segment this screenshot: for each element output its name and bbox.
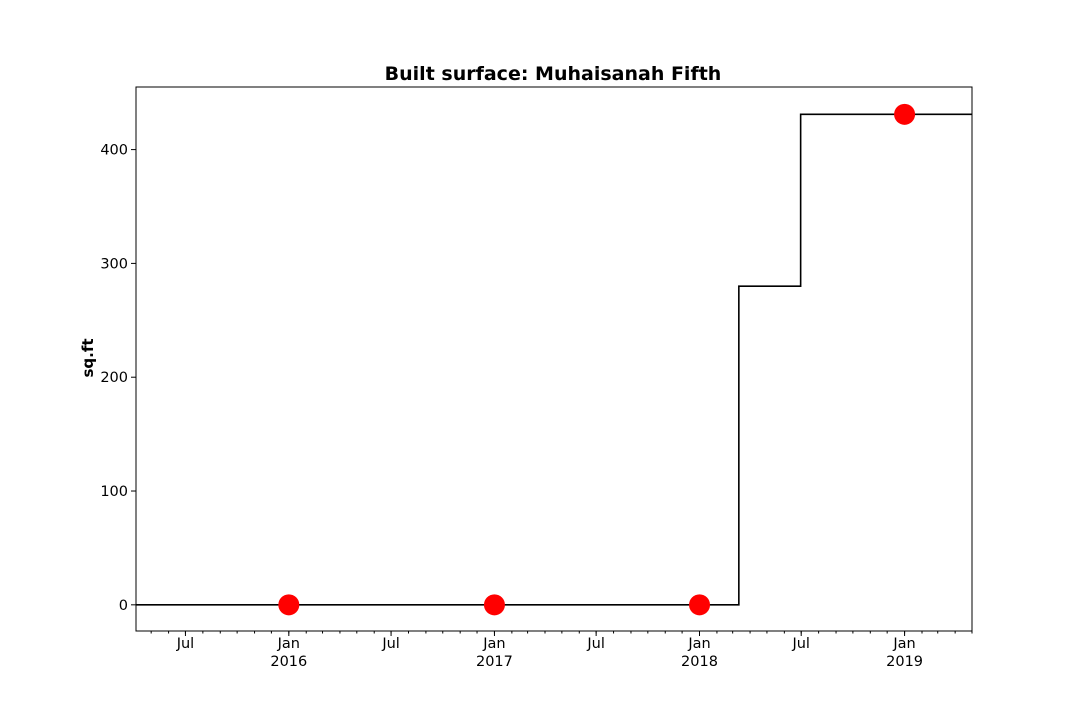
x-tick-label: Jul	[586, 636, 605, 652]
x-tick-label: Jan 2018	[681, 636, 718, 670]
y-tick-label: 0	[119, 598, 128, 614]
data-point-marker	[278, 594, 300, 616]
x-tick-label: Jan 2019	[886, 636, 923, 670]
x-tick-label: Jan 2016	[270, 636, 307, 670]
plot-area	[136, 113, 972, 606]
data-point-marker	[689, 594, 711, 616]
marker-layer	[278, 103, 916, 616]
x-tick-label: Jul	[791, 636, 810, 652]
data-point-marker	[894, 103, 916, 125]
y-tick-label: 300	[100, 256, 128, 272]
x-tick-label: Jul	[381, 636, 400, 652]
step-series-line	[136, 113, 972, 606]
chart-title: Built surface: Muhaisanah Fifth	[385, 63, 722, 85]
y-tick-label: 400	[100, 143, 128, 159]
axes: 0 100 200 300 400 Jul Jan 2016 Jul Jan 2017 Jul Jan 2…	[100, 86, 973, 670]
y-tick-label: 200	[100, 370, 128, 386]
x-tick-label: Jul	[176, 636, 195, 652]
y-axis-label: sq.ft	[79, 338, 97, 377]
axis-frame	[135, 86, 973, 632]
x-tick-label: Jan 2017	[476, 636, 513, 670]
y-tick-label: 100	[100, 484, 128, 500]
data-point-marker	[483, 594, 505, 616]
